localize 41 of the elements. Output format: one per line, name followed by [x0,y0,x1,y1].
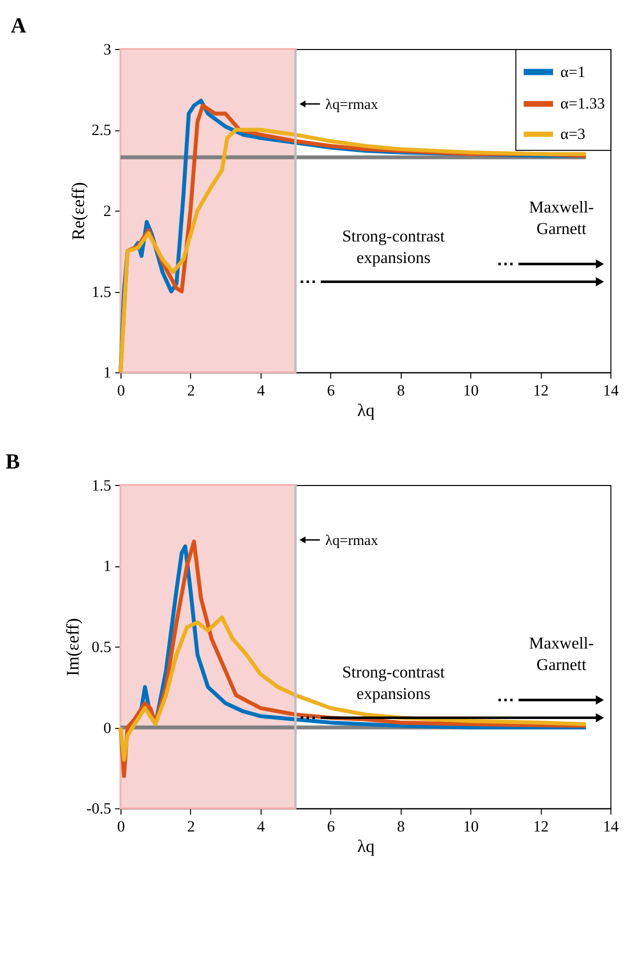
x-tick-label: 12 [533,818,549,836]
x-tick-label: 4 [257,382,266,400]
annotation: Strong-contrast expansions [342,662,446,703]
y-tick-label: 1.5 [92,477,112,494]
x-tick-label: 12 [533,382,549,400]
ref-line-label: λq=rmax [325,96,379,113]
annotation: Maxwell-Garnett [529,633,594,674]
x-tick-label: 8 [397,382,406,400]
y-tick-label: 0 [103,720,112,737]
legend-label: α=1.33 [560,96,606,113]
chart-title: B [6,449,20,474]
x-tick-label: 2 [187,818,195,836]
x-tick-label: 14 [603,818,619,836]
y-tick-label: 2.5 [92,122,112,140]
x-tick-label: 2 [187,382,195,400]
x-tick-label: 6 [327,382,336,400]
chart-title: A [10,13,27,38]
y-tick-label: 0.5 [92,639,112,656]
y-tick-label: 2 [103,203,112,220]
legend-label: α=1 [560,64,586,81]
x-axis-title: λq [357,400,375,420]
x-tick-label: 0 [117,818,126,836]
annotation: Maxwell-Garnett [529,197,594,238]
x-axis-title: λq [357,836,375,856]
x-tick-label: 6 [327,818,336,836]
x-tick-label: 14 [603,382,619,400]
ref-line-label: λq=rmax [325,532,379,549]
x-tick-label: 8 [397,818,406,836]
x-tick-label: 10 [463,818,479,836]
y-tick-label: 1.5 [92,284,112,301]
y-tick-label: 1 [103,558,112,576]
y-tick-label: 3 [103,41,112,58]
x-tick-label: 4 [257,818,266,836]
y-tick-label: -0.5 [86,800,112,818]
y-tick-label: 1 [103,364,112,382]
y-axis-title: Im(εeff) [62,618,83,676]
annotation: Strong-contrast expansions [342,226,446,267]
legend-label: α=3 [560,126,586,144]
x-tick-label: 0 [117,382,126,400]
x-tick-label: 10 [463,382,479,400]
y-axis-title: Re(εeff) [68,182,88,240]
